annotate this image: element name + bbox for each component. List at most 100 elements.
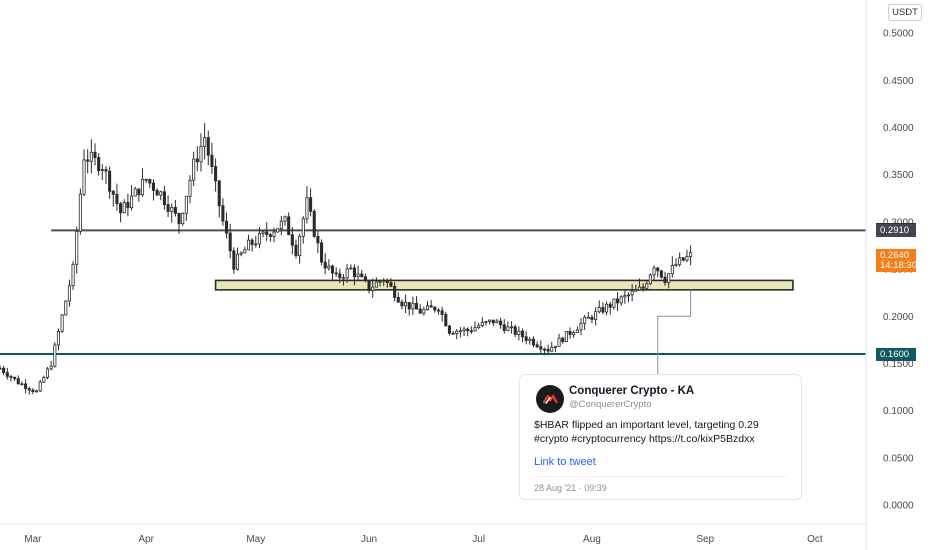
candle-up — [35, 390, 39, 393]
candle-up — [261, 231, 265, 234]
candle-down — [659, 270, 663, 278]
candle-up — [630, 290, 634, 296]
candle-down — [144, 178, 148, 181]
candle-down — [2, 367, 6, 373]
candle-up — [422, 309, 426, 314]
candle-down — [108, 170, 112, 192]
tweet-author: Conquerer Crypto - KA — [569, 385, 695, 397]
candle-up — [572, 332, 576, 335]
candle-down — [268, 234, 272, 237]
candle-up — [484, 321, 488, 323]
candle-down — [265, 231, 269, 236]
currency-badge[interactable]: USDT — [888, 4, 922, 21]
candle-up — [60, 314, 64, 332]
candle-up — [356, 273, 360, 278]
candle-up — [495, 320, 499, 324]
x-tick-label: Sep — [696, 534, 714, 545]
candle-down — [320, 242, 324, 263]
candle-down — [466, 328, 470, 332]
candle-up — [38, 381, 42, 392]
candle-up — [243, 249, 247, 254]
candle-up — [75, 230, 79, 265]
link-to-tweet[interactable]: Link to tweet — [534, 456, 596, 468]
y-tick-label: 0.0500 — [883, 453, 914, 464]
candle-up — [550, 346, 554, 352]
candle-down — [531, 338, 536, 346]
candle-up — [276, 228, 280, 233]
candle-up — [305, 197, 309, 220]
candle-up — [425, 305, 430, 310]
candle-down — [9, 375, 13, 378]
tweet-card[interactable]: Conquerer Crypto - KA @ConquererCrypto $… — [519, 374, 802, 500]
candle-down — [520, 330, 525, 338]
tweet-avatar[interactable] — [536, 385, 564, 413]
candle-up — [45, 368, 50, 378]
candle-down — [447, 325, 451, 334]
candle-down — [13, 376, 17, 380]
candle-up — [82, 159, 86, 195]
y-tick-label: 0.2000 — [883, 312, 914, 323]
candle-up — [283, 216, 287, 222]
candle-down — [641, 286, 645, 289]
candle-up — [159, 191, 163, 196]
candle-down — [24, 383, 28, 389]
candle-down — [491, 319, 495, 324]
candle-down — [16, 378, 20, 385]
support-zone-rect — [214, 279, 794, 291]
candle-down — [309, 197, 313, 212]
candle-up — [411, 302, 415, 310]
candle-up — [382, 280, 386, 282]
candle-up — [298, 235, 302, 257]
x-tick-label: Jun — [361, 534, 377, 545]
candle-down — [400, 301, 404, 307]
candle-down — [433, 306, 437, 311]
candle-down — [393, 285, 397, 298]
candle-up — [670, 265, 674, 275]
candle-up — [257, 233, 261, 245]
candle-down — [162, 191, 166, 205]
time-axis[interactable]: Mar Apr May Jun Jul Aug Sep Oct — [24, 534, 823, 545]
candle-down — [290, 234, 294, 246]
candle-up — [133, 188, 137, 197]
candle-up — [181, 212, 185, 225]
y-tick-label: 0.0000 — [883, 501, 914, 512]
candle-up — [634, 289, 638, 292]
candle-down — [177, 212, 181, 225]
candle-down — [385, 280, 389, 283]
candle-up — [678, 257, 682, 265]
candle-up — [71, 263, 75, 287]
candle-up — [235, 253, 240, 270]
candle-down — [418, 308, 422, 314]
candles — [0, 123, 693, 395]
candle-down — [206, 137, 210, 156]
candle-down — [115, 193, 119, 204]
candle-up — [652, 267, 656, 276]
candle-up — [203, 137, 207, 147]
candle-down — [27, 388, 31, 391]
candle-down — [561, 337, 565, 343]
candle-up — [667, 273, 671, 284]
x-tick-label: Jul — [472, 534, 485, 545]
tweet-text-line-2: #crypto #cryptocurrency https://t.co/kix… — [534, 433, 755, 445]
candle-up — [188, 179, 192, 197]
candle-down — [338, 273, 342, 279]
candle-down — [232, 250, 236, 270]
tweet-handle: @ConquererCrypto — [569, 399, 652, 410]
candle-up — [327, 265, 331, 269]
candle-down — [334, 272, 338, 275]
candle-down — [137, 188, 141, 196]
x-tick-label: Oct — [807, 534, 823, 545]
candle-up — [170, 206, 174, 212]
trend-lines — [0, 229, 866, 356]
candle-up — [553, 345, 557, 348]
candle-down — [542, 348, 546, 351]
candle-up — [579, 322, 583, 331]
candle-up — [67, 285, 71, 302]
candle-down — [524, 336, 528, 341]
candle-up — [594, 311, 598, 320]
candle-down — [312, 210, 316, 237]
candle-down — [389, 282, 393, 287]
candle-up — [612, 298, 616, 308]
candle-up — [648, 274, 652, 285]
